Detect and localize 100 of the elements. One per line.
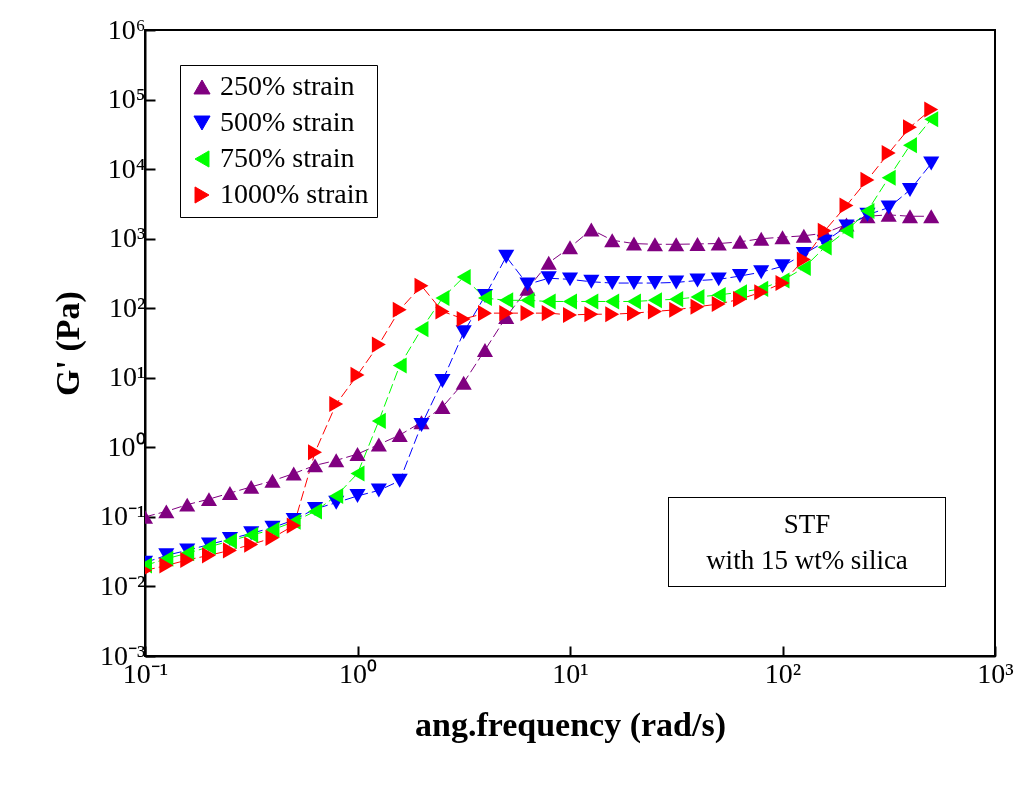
point	[902, 119, 917, 136]
point	[689, 236, 706, 251]
point	[455, 375, 472, 390]
point	[881, 169, 896, 186]
point	[689, 273, 706, 288]
point	[647, 303, 662, 320]
point	[392, 301, 407, 318]
point	[625, 236, 643, 251]
point	[731, 269, 749, 284]
point	[669, 301, 684, 318]
point	[541, 293, 556, 310]
point	[306, 458, 324, 473]
point	[391, 473, 408, 488]
point	[604, 276, 621, 291]
point	[179, 497, 196, 512]
point	[563, 293, 577, 310]
x-tick-label: 10³	[977, 657, 1014, 689]
point	[646, 276, 663, 291]
point	[350, 366, 365, 383]
point	[795, 228, 812, 243]
legend-label: 500% strain	[220, 106, 355, 137]
y-tick-label: 10⁶	[107, 13, 146, 45]
point	[265, 529, 280, 546]
point	[647, 292, 662, 309]
point	[583, 274, 600, 289]
point	[370, 483, 387, 498]
y-tick-label: 10⁵	[107, 83, 146, 115]
point	[626, 305, 641, 322]
point	[285, 466, 302, 481]
point	[499, 292, 514, 309]
point	[669, 291, 684, 308]
point	[244, 536, 259, 553]
point	[540, 271, 557, 286]
point	[201, 547, 216, 564]
point	[286, 517, 301, 534]
point	[477, 305, 492, 322]
point	[519, 277, 536, 292]
point	[499, 305, 514, 322]
point	[860, 171, 875, 188]
point	[583, 222, 600, 237]
point	[901, 183, 919, 198]
point	[243, 479, 260, 494]
y-tick-label: 10¹	[109, 361, 146, 393]
point	[731, 234, 749, 249]
point	[561, 272, 579, 287]
point	[625, 276, 643, 291]
point	[710, 272, 727, 287]
point	[924, 101, 939, 118]
point	[350, 465, 365, 482]
x-tick-label: 10¹	[552, 657, 589, 689]
point	[817, 222, 832, 239]
point	[710, 236, 727, 251]
point	[221, 486, 238, 501]
point	[540, 255, 557, 270]
point	[520, 292, 535, 309]
point	[711, 286, 726, 304]
point	[391, 428, 408, 443]
legend-label: 1000% strain	[220, 178, 369, 209]
point	[604, 233, 621, 248]
y-tick-label: 10⁻²	[100, 569, 146, 601]
point	[498, 249, 515, 264]
point	[371, 336, 386, 353]
point	[158, 504, 175, 519]
point	[329, 487, 344, 505]
point	[584, 293, 599, 310]
point	[349, 488, 366, 503]
point	[626, 293, 641, 310]
point	[476, 343, 494, 358]
legend-label: 250% strain	[220, 70, 355, 101]
point	[839, 222, 854, 239]
point	[414, 277, 429, 294]
annotation: with 15 wt% silica	[705, 544, 909, 577]
point	[561, 240, 579, 255]
point	[774, 259, 791, 274]
point	[860, 202, 875, 220]
point	[159, 557, 174, 574]
point	[924, 111, 939, 128]
point	[646, 237, 663, 252]
point	[414, 321, 429, 338]
x-tick-label: 10²	[764, 657, 802, 689]
point	[180, 551, 195, 569]
point	[605, 306, 620, 323]
point	[584, 306, 599, 323]
annotation: STF	[782, 508, 832, 541]
x-axis-title: ang.frequency (rad/s)	[414, 705, 727, 744]
point	[753, 265, 770, 280]
point	[456, 269, 471, 286]
point	[328, 453, 345, 468]
point	[222, 542, 237, 559]
point	[392, 357, 407, 374]
point	[477, 290, 492, 307]
y-tick-label: 10⁰	[107, 430, 146, 462]
point	[371, 412, 386, 429]
point	[817, 239, 832, 256]
point	[901, 209, 919, 224]
point	[455, 325, 472, 340]
point	[329, 395, 344, 413]
point	[349, 447, 366, 462]
point	[434, 373, 451, 388]
point	[923, 209, 940, 224]
